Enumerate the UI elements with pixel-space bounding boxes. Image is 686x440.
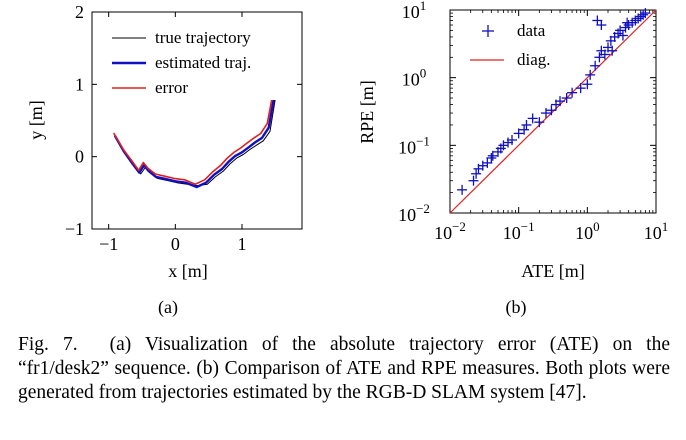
panel-a-x-tick-label: 0	[171, 234, 180, 254]
data-point-marker	[594, 52, 605, 63]
panel-b-y-tick-label: 10−2	[398, 201, 430, 225]
panel-b-y-axis-label: RPE [m]	[357, 80, 377, 144]
data-point-marker	[638, 9, 649, 20]
panel-a-trajectory-plot: −1 0 1 −1 0 1 2 true trajectory estimated traj…	[26, 2, 303, 318]
panel-b-ticks	[449, 9, 657, 214]
data-point-marker	[599, 49, 610, 60]
data-point-marker	[457, 184, 468, 195]
data-point-marker	[546, 105, 557, 116]
panel-a-y-tick-label: 2	[75, 2, 84, 22]
panel-a-y-tick-label: 1	[75, 74, 84, 94]
data-point-marker	[596, 20, 607, 31]
panel-b-x-tick-label: 10−1	[503, 219, 535, 243]
legend-label-error: error	[155, 78, 188, 97]
series-estimated-traj	[114, 96, 276, 189]
panel-b-x-tick-label: 100	[575, 219, 600, 243]
panel-b-frame	[449, 9, 657, 214]
data-point-marker	[540, 108, 551, 119]
panel-a-frame	[91, 11, 303, 230]
data-point-marker	[519, 124, 530, 135]
legend-label-data: data	[517, 21, 546, 40]
panel-a-ticks	[92, 11, 302, 230]
panel-b-x-tick-label: 10−2	[434, 219, 466, 243]
panel-a-x-axis-label: x [m]	[168, 261, 208, 281]
data-point-marker	[640, 8, 651, 19]
panel-a-x-tick-label: −1	[99, 234, 118, 254]
data-point-marker	[471, 168, 482, 179]
panel-b-x-axis-label: ATE [m]	[521, 261, 584, 281]
data-point-marker	[617, 30, 628, 41]
panel-a-series	[113, 93, 276, 189]
data-point-marker	[507, 134, 518, 145]
panel-b-y-tick-label: 101	[402, 0, 427, 22]
data-point-marker	[607, 45, 618, 56]
data-point-marker	[468, 175, 479, 186]
series-error	[113, 93, 274, 185]
data-point-marker	[561, 93, 572, 104]
panel-b-legend-box	[462, 18, 562, 72]
panel-b-y-tick-label: 100	[402, 66, 427, 90]
panel-b-x-tick-label: 101	[644, 219, 669, 243]
panel-b-caption-label: (b)	[506, 297, 527, 318]
data-point-marker	[555, 96, 566, 107]
data-point-marker	[590, 60, 601, 71]
data-point-marker	[567, 87, 578, 98]
data-point-marker	[513, 128, 524, 139]
panel-b-series	[449, 8, 657, 214]
panel-a-y-axis-label: y [m]	[26, 100, 46, 140]
panel-a-x-tick-label: 1	[238, 234, 247, 254]
panel-a-y-tick-label: 0	[75, 147, 84, 167]
data-point-marker	[487, 150, 498, 161]
data-point-marker	[615, 25, 626, 36]
data-point-marker	[582, 79, 593, 90]
panel-a-caption-label: (a)	[158, 297, 178, 318]
panel-b-tick-labels: 10−2 10−1 100 101 10−2 10−1 100 101	[398, 0, 668, 243]
data-point-marker	[521, 119, 532, 130]
figure-caption-label: Fig. 7.	[18, 334, 78, 355]
figure-caption: Fig. 7. (a) Visualization of the absolute…	[18, 333, 670, 405]
data-point-marker	[585, 69, 596, 80]
legend-label-estimated-traj: estimated traj.	[155, 53, 251, 72]
series-diag-line	[449, 9, 657, 214]
panel-a-y-tick-label: −1	[65, 219, 84, 239]
legend-swatch-data	[482, 25, 494, 37]
data-point-marker	[575, 83, 586, 94]
data-point-marker	[527, 113, 538, 124]
data-point-marker	[622, 17, 633, 28]
figure-caption-text: (a) Visualization of the absolute trajec…	[18, 334, 671, 403]
legend-label-diag: diag.	[517, 50, 551, 69]
data-point-marker	[486, 152, 497, 163]
panel-a-tick-labels: −1 0 1 −1 0 1 2	[65, 2, 247, 254]
legend-label-true-trajectory: true trajectory	[155, 28, 251, 47]
panel-b-y-tick-label: 10−1	[398, 133, 430, 157]
data-point-marker	[534, 117, 545, 128]
